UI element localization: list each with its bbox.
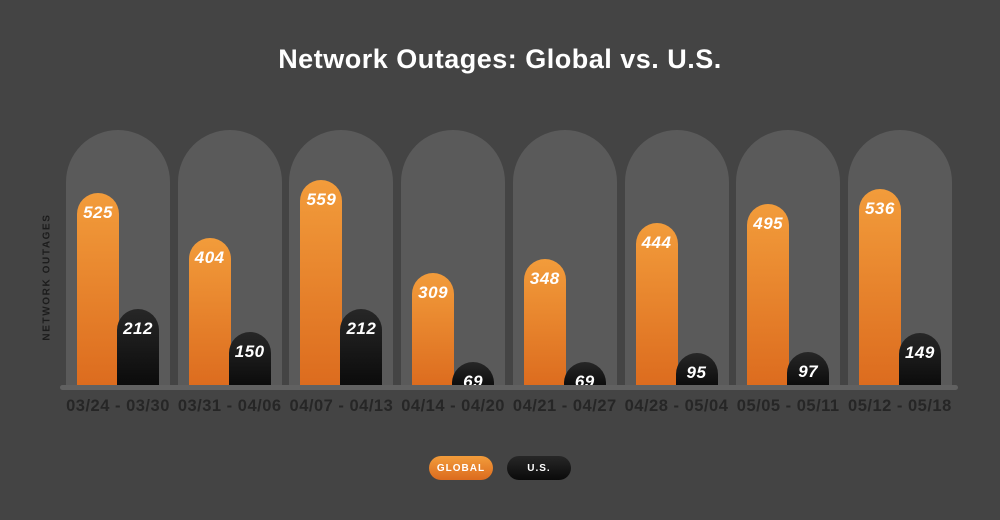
bar-global: 536 <box>858 189 901 388</box>
bar-global: 495 <box>747 204 790 388</box>
bar-value-label-global: 348 <box>529 269 560 288</box>
bar-value-label-global: 309 <box>418 283 449 302</box>
bar-value-label-us: 150 <box>234 342 265 361</box>
x-axis-label: 05/05 - 05/11 <box>736 397 840 415</box>
bar-global: 404 <box>188 238 231 388</box>
bar-us: 212 <box>117 309 159 388</box>
bar-us: 95 <box>675 353 718 388</box>
bar-global: 444 <box>635 223 678 388</box>
bar-value-label-global: 525 <box>83 203 113 222</box>
legend-item-us[interactable]: U.S. <box>507 456 571 480</box>
x-axis-label: 04/14 - 04/20 <box>401 397 505 415</box>
x-axis-label: 03/31 - 04/06 <box>177 397 282 415</box>
bar-value-label-us: 212 <box>346 319 377 338</box>
bar-value-label-us: 95 <box>686 363 707 382</box>
bar-value-label-global: 536 <box>864 199 895 218</box>
bar-value-label-global: 495 <box>753 214 784 233</box>
bar-value-label-us: 212 <box>123 319 153 338</box>
bar-global: 309 <box>412 273 455 388</box>
chart-title: Network Outages: Global vs. U.S. <box>278 44 722 74</box>
bar-us: 212 <box>340 309 383 388</box>
x-axis-label: 04/28 - 05/04 <box>624 397 729 415</box>
x-axis-label: 04/07 - 04/13 <box>289 397 394 415</box>
x-axis-label: 05/12 - 05/18 <box>848 397 952 415</box>
bar-value-label-us: 97 <box>798 362 819 381</box>
bar-us: 97 <box>787 352 830 388</box>
legend-item-global[interactable]: GLOBAL <box>429 456 493 480</box>
bar-global: 348 <box>523 259 566 388</box>
x-axis-label: 04/21 - 04/27 <box>512 397 617 415</box>
bar-us: 150 <box>228 332 271 388</box>
bar-value-label-us: 149 <box>904 343 935 362</box>
bar-us: 149 <box>898 333 941 388</box>
bar-global: 525 <box>77 193 119 388</box>
x-axis-baseline <box>60 385 958 390</box>
bar-value-label-global: 559 <box>306 190 337 209</box>
bar-global: 559 <box>300 180 343 388</box>
bar-value-label-global: 404 <box>194 248 225 267</box>
chart-legend: GLOBAL U.S. <box>0 456 1000 480</box>
bar-value-label-global: 444 <box>641 233 672 252</box>
x-axis-label: 03/24 - 03/30 <box>66 397 170 415</box>
